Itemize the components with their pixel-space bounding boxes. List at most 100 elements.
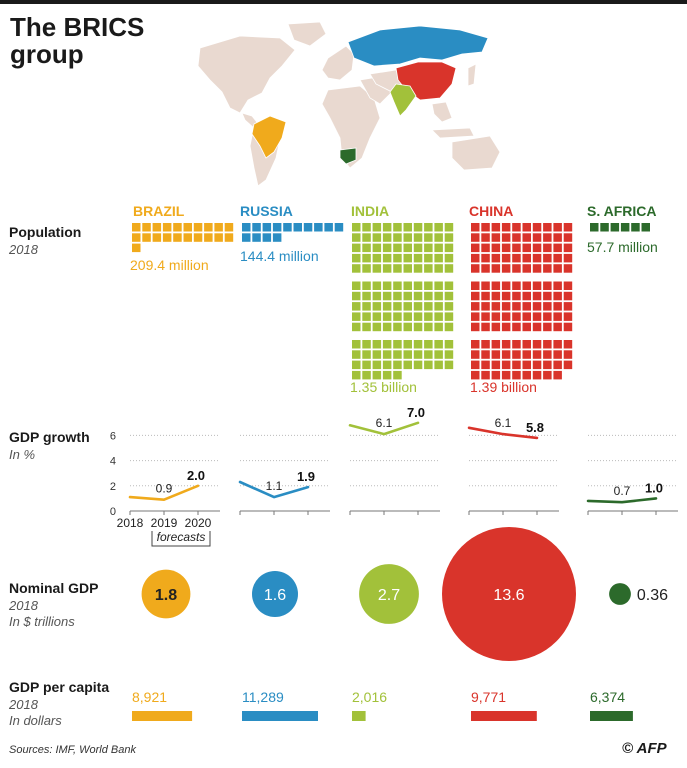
population-square-india — [434, 264, 443, 273]
population-square-china — [522, 360, 531, 370]
population-square-india — [403, 312, 412, 321]
population-square-china — [491, 243, 501, 253]
population-square-india — [382, 350, 392, 359]
population-square-china — [471, 291, 480, 301]
population-square-india — [403, 322, 412, 332]
population-square-india — [362, 312, 371, 321]
population-square-china — [512, 281, 521, 290]
population-square-india — [444, 350, 454, 359]
population-square-china — [522, 264, 531, 273]
country-name-russia: RUSSIA — [240, 203, 293, 219]
population-square-india — [362, 340, 371, 349]
population-square-china — [491, 350, 501, 359]
gdp-growth-subtitle: In % — [9, 447, 36, 462]
population-square-china — [512, 243, 521, 253]
growth-label-2019-india: 6.1 — [376, 416, 393, 430]
gdp-circle-india — [359, 564, 419, 624]
population-square-china — [522, 291, 531, 301]
population-square-china — [532, 360, 542, 370]
growth-label-2020-russia: 1.9 — [297, 469, 315, 484]
population-square-russia — [272, 223, 282, 232]
population-square-russia — [314, 223, 323, 232]
population-square-india — [434, 243, 443, 253]
population-square-brazil — [183, 233, 192, 242]
population-square-china — [543, 322, 552, 332]
population-square-china — [471, 312, 480, 321]
growth-label-2019-s-africa: 0.7 — [614, 484, 631, 498]
population-square-china — [501, 281, 511, 290]
population-square-india — [424, 243, 433, 253]
population-square-china — [563, 322, 573, 332]
population-subtitle: 2018 — [9, 242, 38, 257]
population-square-russia — [272, 233, 282, 242]
population-square-russia — [324, 223, 333, 232]
gdppc-label-russia: 11,289 — [242, 689, 284, 705]
population-square-china — [522, 281, 531, 290]
population-square-india — [403, 253, 412, 263]
growth-line-brazil — [128, 484, 200, 502]
population-square-india — [444, 291, 454, 301]
population-square-india — [382, 370, 392, 380]
population-square-india — [393, 243, 402, 253]
population-square-china — [522, 253, 531, 263]
growth-label-2020-s-africa: 1.0 — [645, 480, 663, 495]
population-square-china — [481, 340, 490, 349]
population-square-india — [424, 253, 433, 263]
population-square-brazil — [132, 243, 141, 253]
population-square-china — [501, 370, 511, 380]
population-square-china — [553, 281, 562, 290]
gdppc-label-brazil: 8,921 — [132, 689, 167, 705]
population-square-russia — [293, 223, 302, 232]
population-square-china — [481, 370, 490, 380]
population-square-china — [491, 370, 501, 380]
population-square-india — [372, 370, 382, 380]
population-square-china — [481, 243, 490, 253]
gdppc-label-india: 2,016 — [352, 689, 387, 705]
population-square-india — [393, 370, 402, 380]
population-square-china — [501, 291, 511, 301]
population-square-india — [424, 281, 433, 290]
sources-note: Sources: IMF, World Bank — [9, 744, 136, 756]
population-square-china — [532, 281, 542, 290]
population-square-china — [481, 360, 490, 370]
world-map — [197, 21, 501, 187]
population-square-india — [413, 253, 423, 263]
population-square-india — [362, 291, 371, 301]
population-square-china — [512, 370, 521, 380]
population-square-india — [352, 233, 361, 242]
growth-ytick-label: 6 — [110, 430, 116, 442]
growth-ytick-label: 4 — [110, 456, 116, 468]
population-square-india — [393, 312, 402, 321]
population-square-india — [372, 233, 382, 242]
population-square-india — [393, 233, 402, 242]
population-square-china — [563, 291, 573, 301]
population-square-china — [543, 223, 552, 232]
population-square-india — [382, 302, 392, 311]
population-square-india — [413, 350, 423, 359]
population-square-india — [352, 322, 361, 332]
population-square-china — [553, 291, 562, 301]
population-square-china — [491, 253, 501, 263]
population-square-china — [563, 302, 573, 311]
population-value-s-africa: 57.7 million — [587, 239, 658, 255]
population-square-india — [403, 360, 412, 370]
population-square-china — [563, 340, 573, 349]
population-square-india — [444, 302, 454, 311]
gdp-circle-s-africa — [609, 583, 631, 605]
population-square-china — [471, 253, 480, 263]
population-square-india — [413, 264, 423, 273]
population-square-china — [491, 264, 501, 273]
population-square-china — [532, 233, 542, 242]
population-square-india — [393, 340, 402, 349]
population-square-china — [532, 340, 542, 349]
population-square-india — [434, 223, 443, 232]
population-square-india — [434, 350, 443, 359]
population-square-china — [522, 370, 531, 380]
population-square-china — [563, 281, 573, 290]
gdp-label-russia: 1.6 — [264, 587, 286, 604]
population-square-brazil — [193, 233, 203, 242]
population-square-russia — [283, 223, 292, 232]
population-square-china — [491, 340, 501, 349]
population-square-india — [413, 291, 423, 301]
